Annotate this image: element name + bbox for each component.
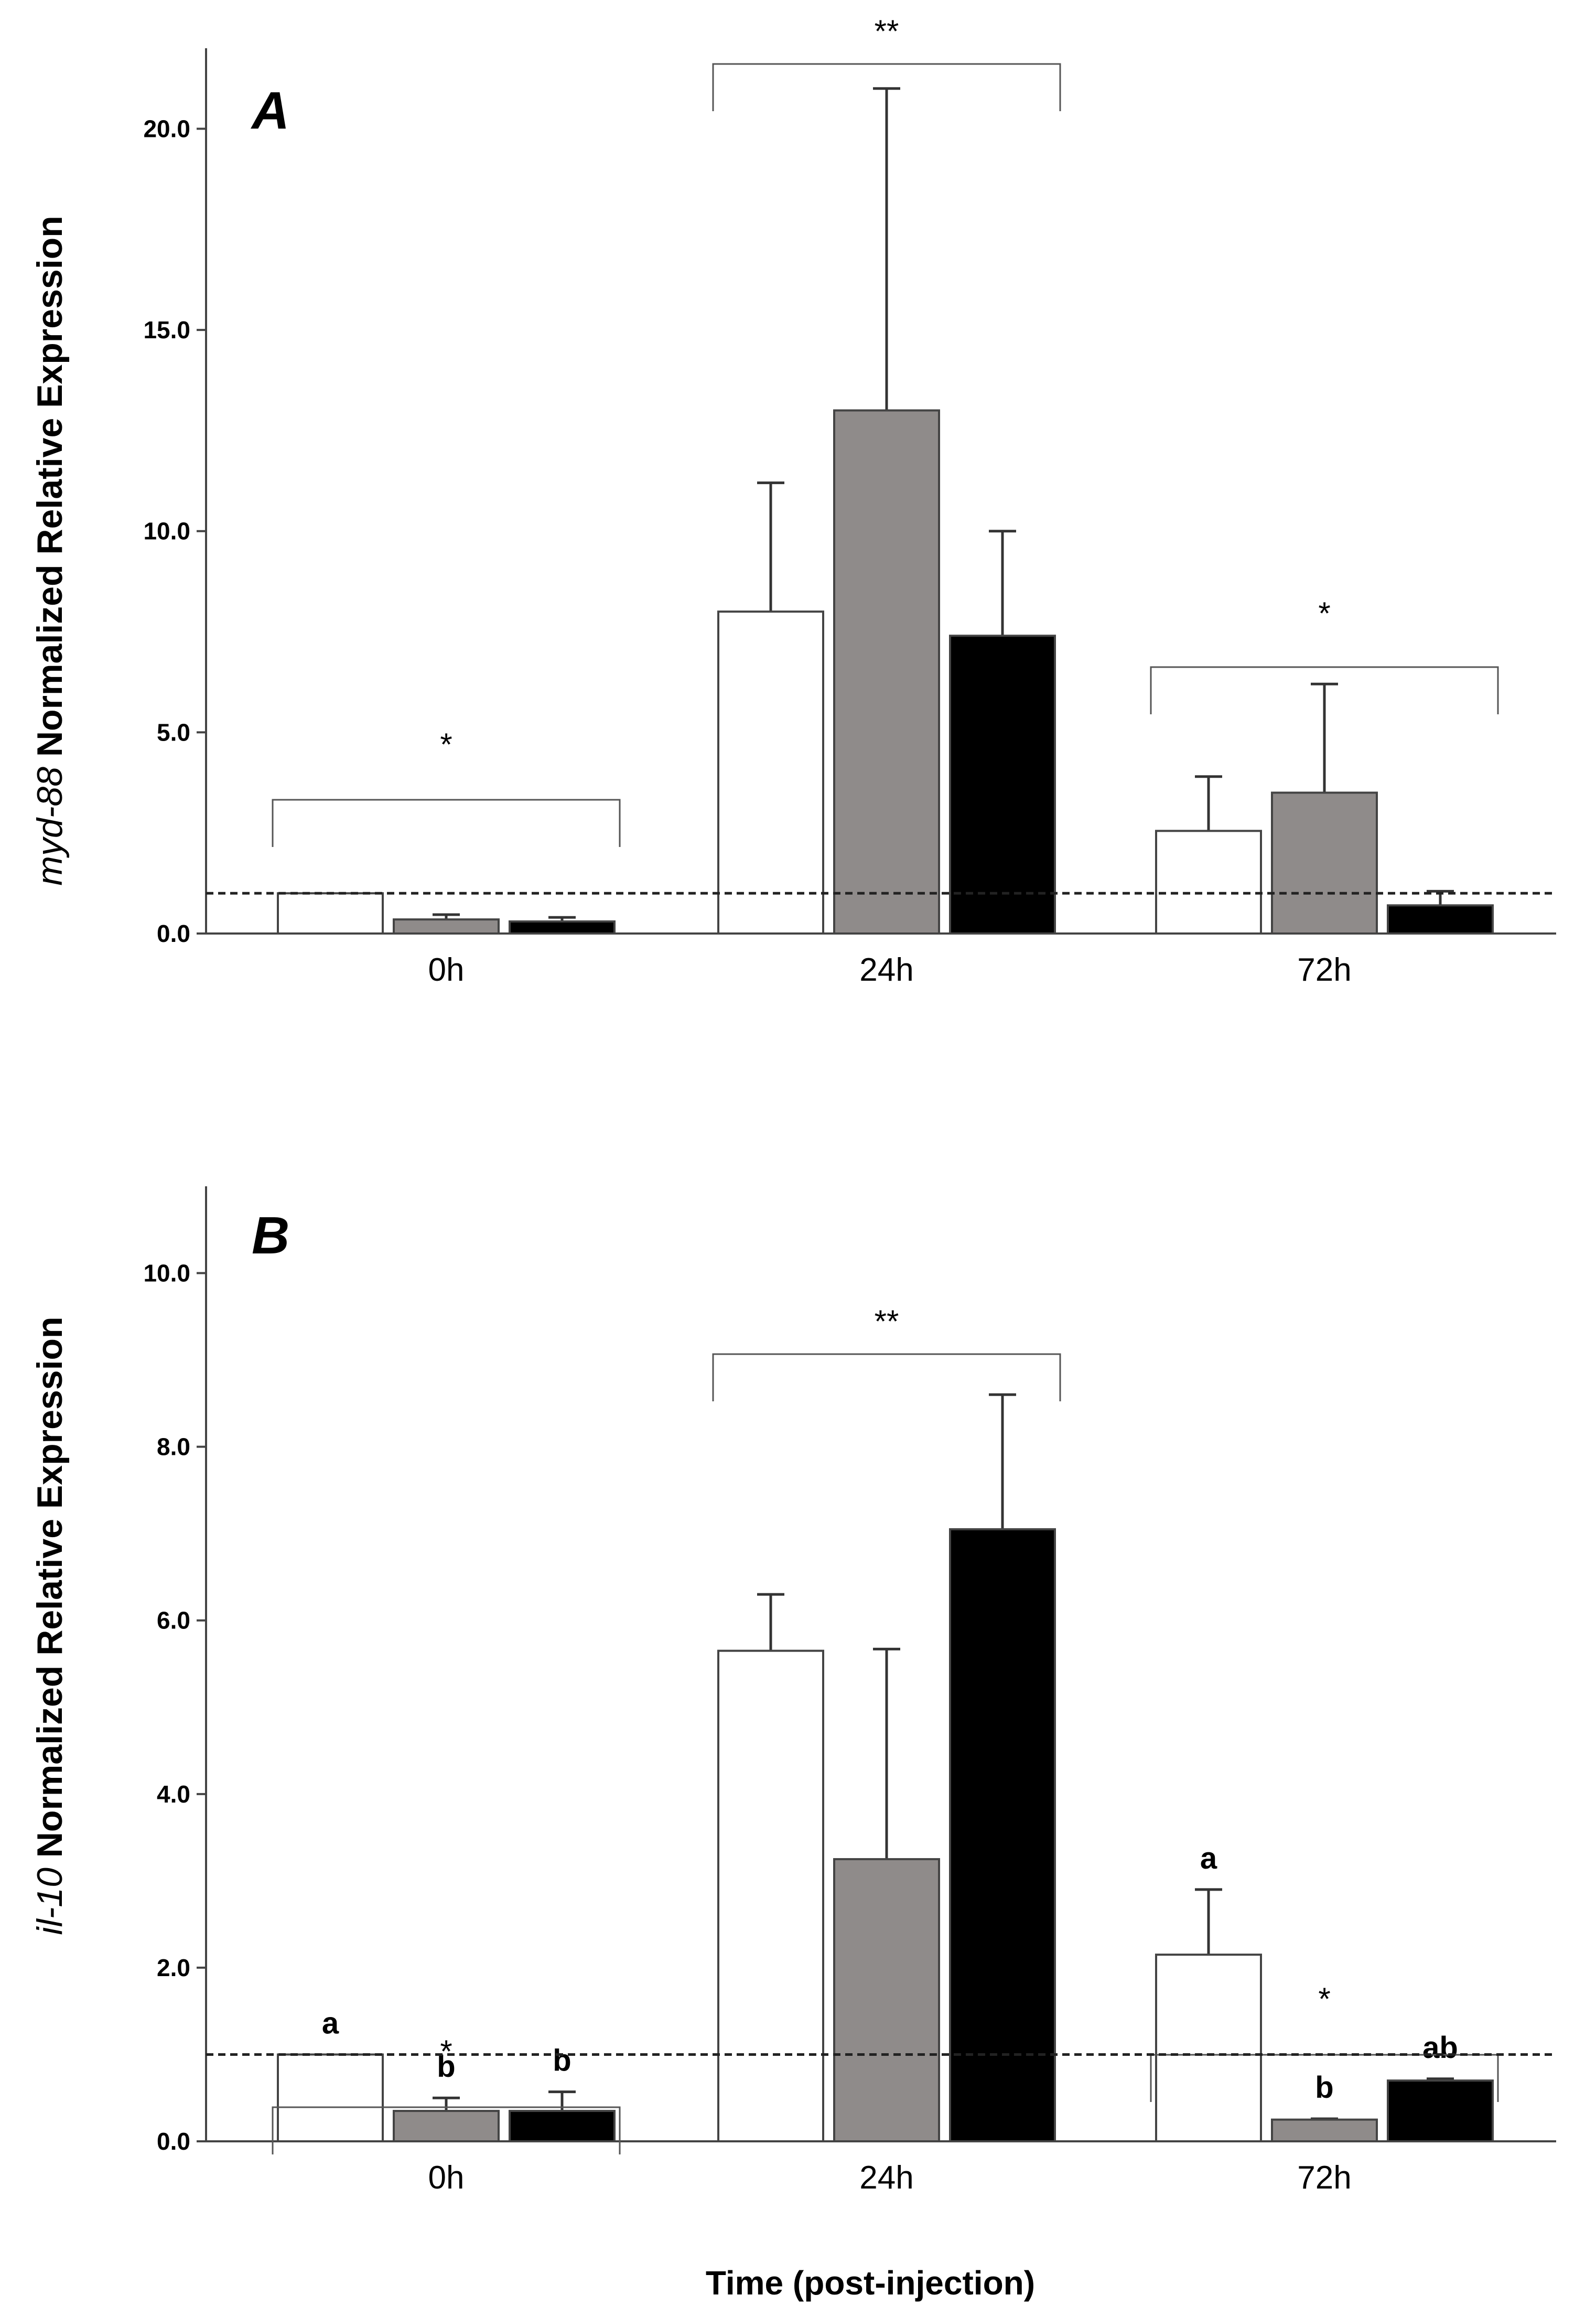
bar	[1271, 791, 1378, 935]
significance-marker: **	[875, 14, 899, 49]
y-tick-label: 8.0	[157, 1433, 190, 1461]
y-tick-label: 20.0	[143, 115, 190, 142]
x-tick-label: 72h	[1297, 952, 1351, 988]
bar	[717, 610, 824, 935]
significance-marker: *	[1318, 1981, 1330, 2017]
y-axis-label-gene: il-10	[30, 1868, 70, 1935]
significance-bracket	[1150, 2054, 1499, 2102]
y-tick-label: 0.0	[157, 2128, 190, 2155]
y-axis-label-gene: myd-88	[30, 767, 70, 886]
y-axis-label: il-10 Normalized Relative Expression	[30, 1316, 70, 1935]
significance-letter: b	[553, 2044, 571, 2078]
significance-marker: *	[1318, 596, 1330, 631]
significance-letter: a	[1200, 1841, 1217, 1875]
significance-marker: **	[875, 1304, 899, 1339]
significance-bracket	[1150, 666, 1499, 714]
bar	[393, 2110, 500, 2142]
significance-marker: *	[440, 727, 452, 762]
y-tick-label: 10.0	[143, 1260, 190, 1287]
y-tick-label: 6.0	[157, 1607, 190, 1634]
bar	[393, 918, 500, 935]
significance-bracket	[272, 2106, 621, 2154]
y-tick-label: 10.0	[143, 518, 190, 545]
bar	[717, 1649, 824, 2143]
x-tick-label: 72h	[1297, 2160, 1351, 2196]
bar	[509, 2110, 616, 2142]
x-tick-label: 24h	[859, 2160, 913, 2196]
bar	[949, 635, 1056, 935]
y-tick-label: 15.0	[143, 316, 190, 344]
bar	[509, 920, 616, 935]
significance-bracket	[712, 1353, 1061, 1401]
significance-letter: b	[1315, 2071, 1333, 2105]
bar	[833, 1858, 940, 2142]
significance-marker: *	[440, 2034, 452, 2069]
significance-bracket	[272, 799, 621, 847]
bar	[1387, 904, 1494, 935]
bar	[949, 1528, 1056, 2142]
panel-b: 0.02.04.06.08.010.0ab b0h*24h**abab72h*Bi…	[30, 1186, 1556, 2196]
bar	[277, 2053, 384, 2143]
x-tick-label: 24h	[859, 952, 913, 988]
y-tick-label: 2.0	[157, 1954, 190, 1981]
bar	[277, 892, 384, 935]
panel-letter: A	[250, 81, 289, 140]
bar	[1271, 2118, 1378, 2142]
panel-letter: B	[252, 1206, 289, 1265]
bar	[1155, 830, 1262, 935]
bar	[1155, 1954, 1262, 2143]
significance-letter: a	[322, 2006, 339, 2040]
bar	[833, 409, 940, 935]
x-tick-label: 0h	[428, 952, 465, 988]
y-tick-label: 5.0	[157, 718, 190, 746]
significance-bracket	[712, 63, 1061, 111]
y-tick-label: 4.0	[157, 1781, 190, 1808]
y-axis-label-text: Normalized Relative Expression	[30, 216, 70, 767]
x-axis-label: Time (post-injection)	[706, 2264, 1035, 2302]
bar	[1387, 2079, 1494, 2142]
y-tick-label: 0.0	[157, 920, 190, 947]
y-axis-label: myd-88 Normalized Relative Expression	[30, 216, 70, 885]
y-axis-label-text: Normalized Relative Expression	[30, 1316, 70, 1868]
x-tick-label: 0h	[428, 2160, 465, 2196]
significance-letter: ab	[1422, 2031, 1458, 2065]
